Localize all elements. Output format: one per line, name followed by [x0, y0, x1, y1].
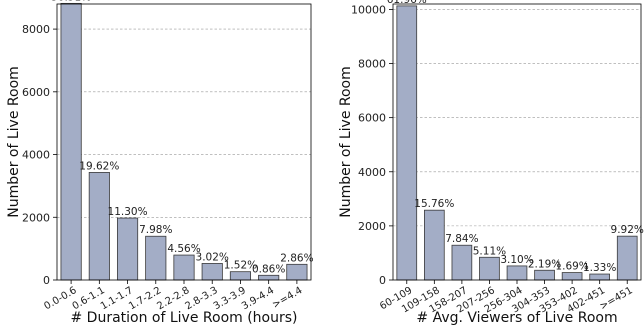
y-axis-label: Number of Live Room	[338, 66, 354, 218]
bar	[116, 217, 139, 281]
data-label: 2.19%	[528, 258, 561, 270]
y-tick-label: 2000	[358, 220, 386, 233]
bar	[479, 256, 500, 281]
data-label: 19.62%	[79, 160, 119, 172]
bar	[506, 265, 528, 281]
data-label: 3.10%	[500, 254, 533, 266]
data-label: 1.33%	[583, 262, 616, 274]
data-label: 50.51%	[51, 0, 91, 3]
bar	[173, 254, 195, 281]
duration-chart: 0200040006000800050.51%0.0-0.619.62%0.6-…	[6, 0, 314, 326]
bar	[145, 235, 167, 281]
x-axis-label: # Avg. Viewers of Live Room	[416, 310, 617, 326]
data-label: 2.86%	[280, 252, 313, 264]
data-label: 9.92%	[611, 224, 644, 236]
bar	[258, 274, 280, 281]
data-label: 11.30%	[108, 206, 148, 218]
bar	[589, 273, 610, 281]
y-tick-label: 8000	[358, 58, 386, 71]
data-label: 1.69%	[555, 261, 588, 273]
data-label: 3.02%	[196, 251, 229, 263]
y-tick-label: 6000	[358, 112, 386, 125]
y-tick-label: 0	[379, 274, 386, 287]
bar	[451, 244, 473, 281]
y-tick-label: 4000	[358, 166, 386, 179]
data-label: 61.96%	[387, 0, 427, 6]
bar	[286, 263, 308, 281]
x-tick-label: 3.9-4.4	[240, 285, 276, 312]
y-tick-label: 2000	[22, 211, 50, 224]
bar	[60, 2, 82, 281]
data-label: 15.76%	[414, 198, 454, 210]
x-axis-label: # Duration of Live Room (hours)	[70, 310, 297, 326]
bar	[534, 269, 555, 281]
bar	[561, 272, 583, 281]
bar	[424, 209, 445, 281]
y-tick-label: 8000	[22, 23, 50, 36]
y-axis-label: Number of Live Room	[6, 66, 22, 218]
data-label: 7.98%	[139, 224, 172, 236]
data-label: 1.52%	[224, 260, 257, 272]
bar	[616, 235, 638, 281]
bar	[88, 172, 110, 281]
y-tick-label: 0	[43, 274, 50, 287]
data-label: 4.56%	[167, 243, 200, 255]
y-tick-label: 4000	[22, 149, 50, 162]
x-tick-label: >=4.4	[271, 285, 305, 311]
y-tick-label: 6000	[22, 86, 50, 99]
viewers-chart: 020004000600080001000061.96%60-10915.76%…	[338, 0, 644, 326]
data-label: 0.86%	[252, 263, 285, 275]
y-tick-label: 10000	[351, 3, 386, 16]
data-label: 7.84%	[445, 233, 478, 245]
bar	[229, 271, 252, 281]
bar	[201, 263, 223, 281]
bar	[396, 5, 418, 281]
plot-frame	[56, 3, 312, 281]
data-label: 5.11%	[473, 245, 506, 257]
plot-frame	[392, 3, 642, 281]
